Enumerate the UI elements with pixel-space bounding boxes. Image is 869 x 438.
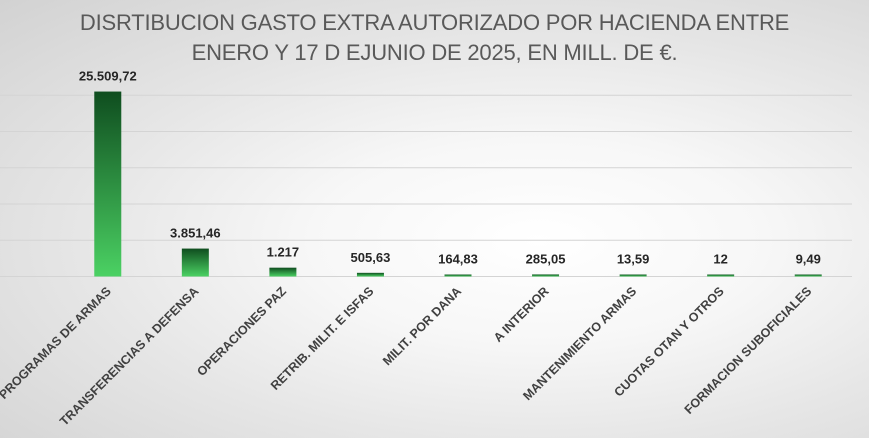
bar: [269, 267, 297, 277]
data-label: 285,05: [526, 251, 566, 266]
data-label: 12: [713, 252, 727, 267]
bar: [94, 91, 122, 277]
bar: [356, 272, 384, 277]
category-tick-label: MILIT. POR DANA: [380, 284, 464, 368]
data-label: 164,83: [438, 252, 478, 267]
bar: [444, 274, 472, 277]
data-label: 3.851,46: [170, 226, 221, 241]
category-tick-label: OPERACIONES PAZ: [194, 284, 289, 379]
data-label: 505,63: [351, 250, 391, 265]
chart-title: DISRTIBUCION GASTO EXTRA AUTORIZADO POR …: [0, 8, 869, 68]
bar: [532, 274, 560, 277]
bar: [619, 274, 647, 277]
category-tick-label: RETRIB. MILIT. E ISFAS: [268, 284, 377, 393]
bar: [794, 274, 822, 277]
data-label: 25.509,72: [79, 69, 137, 84]
category-tick-label: TRANSFERENCIAS A DEFENSA: [57, 284, 201, 428]
chart-title-line-1: DISRTIBUCION GASTO EXTRA AUTORIZADO POR …: [79, 10, 790, 35]
data-label: 13,59: [617, 252, 650, 267]
data-label: 1.217: [267, 245, 300, 260]
category-tick-label: A INTERIOR: [491, 284, 552, 345]
data-label: 9,49: [796, 252, 821, 267]
bar: [707, 274, 735, 277]
chart-title-line-2: ENERO Y 17 D EJUNIO DE 2025, EN MILL. DE…: [191, 40, 678, 65]
bar: [181, 248, 209, 277]
